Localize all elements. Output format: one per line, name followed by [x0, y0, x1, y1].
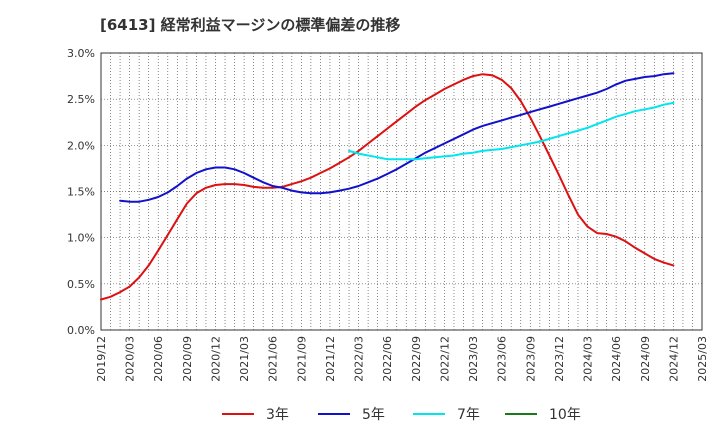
x-tick-label: 2023/12 — [553, 336, 566, 382]
x-tick-label: 2019/12 — [95, 336, 108, 382]
x-tick-label: 2020/06 — [152, 336, 165, 382]
legend-label: 5年 — [362, 407, 385, 423]
legend-label: 7年 — [457, 407, 480, 423]
x-tick-label: 2023/06 — [496, 336, 509, 382]
x-tick-label: 2022/06 — [381, 336, 394, 382]
x-tick-label: 2020/09 — [181, 336, 194, 382]
x-tick-label: 2020/03 — [124, 336, 137, 382]
y-tick-label: 0.5% — [67, 278, 95, 291]
x-tick-label: 2021/03 — [238, 336, 251, 382]
legend-label: 3年 — [266, 407, 289, 423]
x-tick-label: 2023/09 — [524, 336, 537, 382]
x-tick-label: 2023/03 — [467, 336, 480, 382]
y-tick-label: 1.5% — [67, 186, 95, 199]
x-tick-label: 2021/06 — [267, 336, 280, 382]
y-tick-label: 1.0% — [67, 232, 95, 245]
x-tick-label: 2022/09 — [410, 336, 423, 382]
y-tick-label: 0.0% — [67, 324, 95, 337]
x-tick-label: 2024/09 — [639, 336, 652, 382]
x-tick-label: 2025/03 — [696, 336, 709, 382]
series-line — [119, 72, 675, 203]
legend-label: 10年 — [549, 407, 581, 423]
x-tick-label: 2022/03 — [353, 336, 366, 382]
x-tick-label: 2022/12 — [438, 336, 451, 382]
x-tick-label: 2024/03 — [582, 336, 595, 382]
x-tick-label: 2021/12 — [324, 336, 337, 382]
series-line — [348, 101, 675, 161]
series-line — [100, 73, 675, 301]
y-tick-label: 2.0% — [67, 139, 95, 152]
x-tick-label: 2020/12 — [209, 336, 222, 382]
chart-title: [6413] 経常利益マージンの標準偏差の推移 — [100, 16, 401, 34]
y-tick-label: 2.5% — [67, 93, 95, 106]
x-tick-label: 2024/06 — [610, 336, 623, 382]
x-tick-label: 2021/09 — [295, 336, 308, 382]
x-tick-label: 2024/12 — [667, 336, 680, 382]
y-tick-label: 3.0% — [67, 47, 95, 60]
